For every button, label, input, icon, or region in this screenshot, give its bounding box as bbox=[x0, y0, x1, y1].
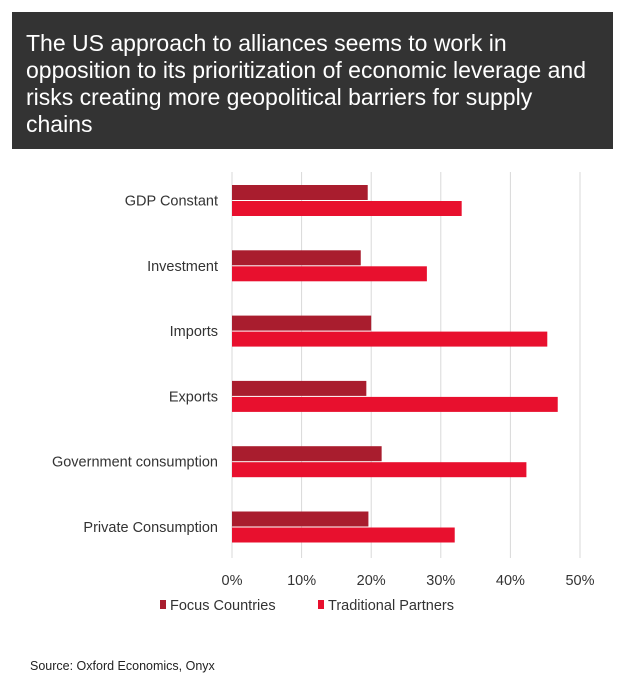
x-tick-label: 30% bbox=[426, 573, 455, 589]
legend-label: Traditional Partners bbox=[328, 598, 454, 614]
bar-traditional-partners bbox=[232, 462, 527, 478]
chart-title-panel: The US approach to alliances seems to wo… bbox=[12, 12, 613, 149]
bar-traditional-partners bbox=[232, 201, 462, 216]
bar-chart: 0% 10% 20% 30% 40% 50% GDP Constant Investment I… bbox=[52, 172, 595, 614]
category-label: Private Consumption bbox=[83, 520, 218, 536]
category-label: GDP Constant bbox=[125, 194, 218, 210]
category-label: Imports bbox=[170, 324, 218, 340]
legend-label: Focus Countries bbox=[170, 598, 276, 614]
category-label: Government consumption bbox=[52, 455, 218, 471]
x-tick-label: 20% bbox=[357, 573, 386, 589]
category-label: Investment bbox=[147, 259, 218, 275]
bar-focus-countries bbox=[232, 446, 382, 462]
x-tick-label: 40% bbox=[496, 573, 525, 589]
chart-title: The US approach to alliances seems to wo… bbox=[26, 30, 586, 137]
bar-focus-countries bbox=[232, 315, 372, 331]
bar-focus-countries bbox=[232, 511, 369, 527]
bar-focus-countries bbox=[232, 185, 368, 200]
legend-swatch bbox=[318, 600, 324, 609]
x-tick-label: 0% bbox=[222, 573, 243, 589]
category-label: Exports bbox=[169, 389, 218, 405]
x-tick-label: 50% bbox=[565, 573, 594, 589]
x-tick-label: 10% bbox=[287, 573, 316, 589]
legend-swatch bbox=[160, 600, 166, 609]
bar-traditional-partners bbox=[232, 527, 455, 543]
bar-focus-countries bbox=[232, 250, 361, 266]
bar-focus-countries bbox=[232, 380, 367, 396]
source-note: Source: Oxford Economics, Onyx bbox=[30, 659, 215, 673]
bar-traditional-partners bbox=[232, 396, 558, 412]
bar-traditional-partners bbox=[232, 266, 427, 282]
bar-traditional-partners bbox=[232, 331, 548, 347]
